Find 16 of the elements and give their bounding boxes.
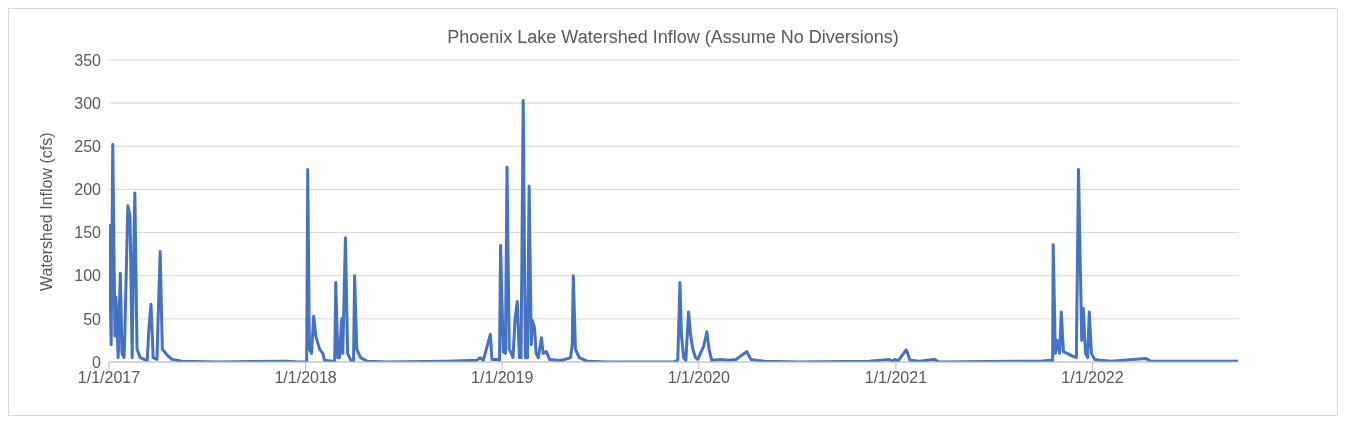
x-tick-label: 1/1/2021 xyxy=(864,369,928,387)
y-tick-label: 150 xyxy=(74,224,102,242)
x-tick-label: 1/1/2017 xyxy=(77,369,141,387)
y-tick-label: 200 xyxy=(74,181,102,199)
y-tick-label: 300 xyxy=(74,94,102,112)
y-tick-label: 250 xyxy=(74,137,102,155)
y-tick-label: 0 xyxy=(92,353,102,371)
y-tick-label: 50 xyxy=(83,310,102,328)
x-tick-label: 1/1/2020 xyxy=(667,369,731,387)
y-tick-label: 350 xyxy=(74,51,102,69)
y-tick-label: 100 xyxy=(74,267,102,285)
x-tick-label: 1/1/2019 xyxy=(471,369,534,387)
chart-title: Phoenix Lake Watershed Inflow (Assume No Diversions) xyxy=(446,27,900,48)
y-axis-title: Watershed Inflow (cfs) xyxy=(37,132,55,291)
x-tick-label: 1/1/2022 xyxy=(1061,369,1124,387)
x-tick-label: 1/1/2018 xyxy=(274,369,337,387)
